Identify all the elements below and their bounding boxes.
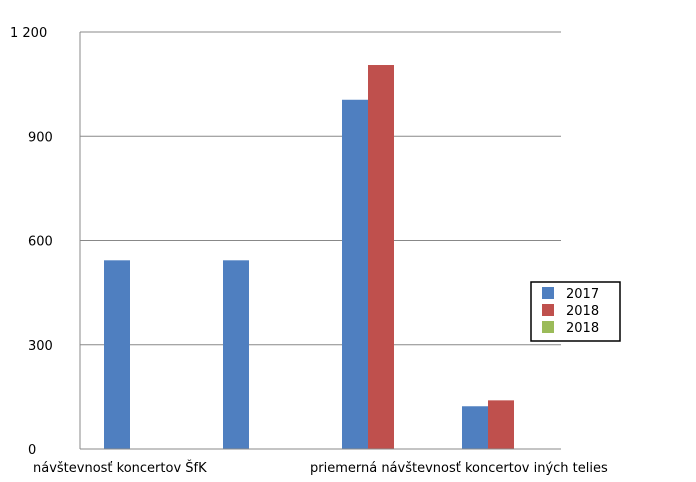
y-tick-label: 1 200 <box>10 26 47 41</box>
bars <box>104 65 514 449</box>
y-tick-labels: 0 300 600 900 1 200 <box>10 26 53 458</box>
bar <box>223 260 249 449</box>
legend: 2017 2018 2018 <box>530 281 621 342</box>
bar <box>104 260 130 449</box>
bar <box>462 406 488 449</box>
y-tick-label: 0 <box>28 443 36 458</box>
legend-label: 2018 <box>566 321 599 336</box>
bar <box>368 65 394 449</box>
axes <box>79 32 561 450</box>
y-tick-label: 600 <box>28 235 53 250</box>
y-tick-label: 300 <box>28 339 53 354</box>
legend-swatch <box>542 287 554 299</box>
legend-swatch <box>542 321 554 333</box>
legend-label: 2018 <box>566 304 599 319</box>
legend-swatch <box>542 304 554 316</box>
bar <box>342 99 368 449</box>
legend-label: 2017 <box>566 287 599 302</box>
x-category-label-2: priemerná návštevnosť koncertov iných te… <box>310 461 608 476</box>
x-category-label-1: návštevnosť koncertov ŠfK <box>33 460 207 476</box>
bar <box>488 400 514 449</box>
y-tick-label: 900 <box>28 130 53 145</box>
x-category-labels: návštevnosť koncertov ŠfK priemerná návš… <box>33 460 608 476</box>
gridlines <box>80 31 561 346</box>
